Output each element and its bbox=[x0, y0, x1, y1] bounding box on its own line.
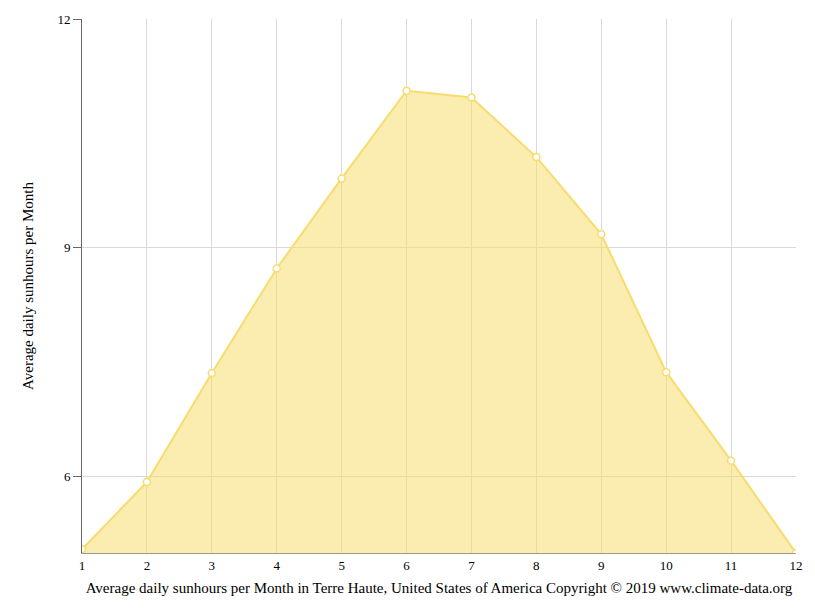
svg-text:1: 1 bbox=[79, 558, 86, 573]
svg-text:7: 7 bbox=[468, 558, 475, 573]
svg-text:9: 9 bbox=[598, 558, 605, 573]
svg-text:4: 4 bbox=[273, 558, 280, 573]
svg-text:12: 12 bbox=[790, 558, 803, 573]
svg-text:Average daily sunhours per Mon: Average daily sunhours per Month in Terr… bbox=[86, 580, 793, 596]
svg-text:9: 9 bbox=[64, 240, 71, 255]
svg-text:10: 10 bbox=[660, 558, 673, 573]
svg-text:12: 12 bbox=[57, 12, 70, 27]
svg-text:11: 11 bbox=[725, 558, 738, 573]
svg-text:Average daily sunhours per Mon: Average daily sunhours per Month bbox=[20, 182, 36, 391]
svg-text:2: 2 bbox=[144, 558, 151, 573]
svg-text:6: 6 bbox=[403, 558, 410, 573]
svg-text:8: 8 bbox=[533, 558, 540, 573]
svg-text:6: 6 bbox=[64, 469, 71, 484]
svg-text:5: 5 bbox=[338, 558, 345, 573]
svg-text:3: 3 bbox=[209, 558, 216, 573]
